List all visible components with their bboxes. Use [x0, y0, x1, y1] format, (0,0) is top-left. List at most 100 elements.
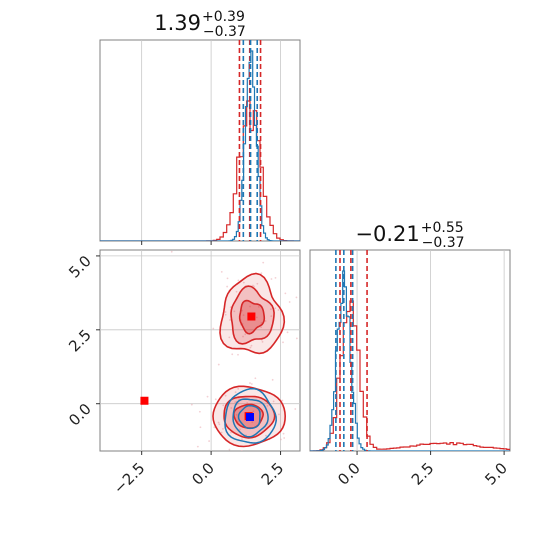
scatter-point — [196, 445, 199, 448]
tick-label-x-param2-0: 0.0 — [334, 459, 364, 489]
scatter-point — [288, 301, 291, 303]
scatter-point — [267, 460, 269, 462]
scatter-point — [198, 410, 201, 413]
grid-2d-density — [100, 250, 300, 451]
scatter-point — [250, 344, 253, 347]
scatter-point — [252, 410, 255, 413]
scatter-point — [249, 382, 251, 384]
tick-label-y-param2-0: 0.0 — [65, 400, 95, 430]
scatter-point — [235, 413, 238, 416]
scatter-point — [249, 305, 251, 308]
grid-hist-param2 — [356, 250, 505, 451]
scatter-point — [224, 311, 227, 313]
marker-1 — [247, 312, 256, 321]
contour-series-b-level2 — [237, 404, 261, 430]
scatter-point — [181, 465, 183, 467]
histogram-param2-series-b — [310, 270, 510, 451]
scatter-point — [212, 327, 215, 330]
histogram-param1-series-b — [100, 50, 300, 241]
scatter-point — [224, 313, 227, 316]
scatter-point — [234, 401, 237, 404]
quantile-lines-param1 — [238, 40, 262, 241]
scatter-point — [283, 437, 286, 439]
scatter-point — [242, 314, 245, 317]
scatter-point — [286, 331, 289, 334]
scatter-point — [253, 285, 255, 288]
scatter-point — [199, 426, 202, 429]
scatter-point — [270, 278, 273, 280]
scatter-point — [230, 407, 233, 409]
scatter-point — [280, 438, 282, 441]
scatter-point — [230, 431, 232, 434]
scatter-point — [218, 423, 221, 426]
scatter-point — [237, 387, 240, 390]
scatter-point — [270, 308, 272, 311]
scatter-point — [265, 434, 267, 437]
scatter-point — [316, 395, 318, 397]
title-param2: −0.21+0.55 −0.37 — [355, 220, 464, 251]
scatter-point — [284, 292, 287, 295]
scatter-point — [241, 309, 244, 312]
histogram-param2-series-a — [310, 300, 510, 451]
scatter-point — [239, 428, 241, 431]
scatter-point — [256, 282, 259, 285]
tick-label-y-param2-2: 5.0 — [65, 252, 95, 282]
scatter-point — [235, 290, 238, 293]
histogram-param1-series-a — [100, 100, 300, 241]
scatter-point — [242, 335, 244, 338]
scatter-point — [220, 270, 223, 273]
scatter-point — [190, 403, 193, 406]
scatter-point — [222, 428, 224, 430]
scatter-point — [262, 261, 265, 264]
tick-label-x-param2-2: 5.0 — [481, 459, 511, 489]
scatter-point — [270, 315, 273, 318]
axis-ticks — [96, 241, 505, 455]
panel-2d-density — [99, 249, 301, 452]
scatter-point — [238, 398, 240, 401]
scatter-point — [260, 272, 263, 275]
quantile-lines-param2 — [335, 250, 368, 451]
tick-label-x-param2-1: 2.5 — [408, 459, 438, 489]
scatter-point — [306, 297, 308, 299]
scatter-point — [220, 431, 223, 434]
scatter-point — [274, 307, 277, 310]
scatter-point — [281, 399, 284, 402]
scatter-point — [237, 353, 239, 356]
scatter-point — [231, 353, 234, 356]
scatter-point — [282, 432, 285, 435]
tick-label-x-param1-2: 2.5 — [258, 459, 288, 489]
scatter-point — [240, 450, 243, 451]
scatter-point — [249, 346, 252, 349]
scatter-point — [277, 309, 280, 311]
markers — [140, 312, 256, 422]
scatter-point — [237, 279, 240, 282]
tick-labels: −2.5 0.0 2.5 0.0 2.5 5.0 0.0 2.5 5.0 — [65, 252, 511, 498]
scatter-point — [214, 398, 217, 401]
contour-series-b-level0 — [224, 387, 277, 444]
grid-hist-param1 — [141, 40, 281, 241]
scatter-point — [257, 305, 260, 308]
scatter-point — [266, 404, 269, 407]
marker-0 — [140, 396, 149, 405]
marker-3 — [246, 413, 254, 422]
scatter-point — [233, 310, 236, 313]
scatter-point — [304, 417, 306, 419]
scatter-point — [222, 404, 225, 407]
tick-label-y-param2-1: 2.5 — [65, 326, 95, 356]
scatter-point — [170, 250, 173, 253]
scatter-point — [244, 333, 247, 336]
scatter-point — [241, 438, 243, 441]
scatter-point — [217, 363, 220, 366]
scatter-point — [318, 428, 320, 430]
scatter-point — [271, 378, 274, 381]
scatter-point — [250, 383, 253, 385]
scatter-point — [254, 377, 257, 380]
scatter-point — [295, 337, 298, 340]
tick-label-x-param1-1: 0.0 — [188, 459, 218, 489]
scatter-point — [234, 456, 236, 458]
scatter-point — [226, 285, 229, 288]
scatter-point — [213, 426, 216, 429]
contour-series-b-level1 — [232, 398, 269, 438]
title-param1: 1.39+0.39 −0.37 — [154, 9, 246, 40]
panel-hist-param1 — [99, 39, 301, 242]
